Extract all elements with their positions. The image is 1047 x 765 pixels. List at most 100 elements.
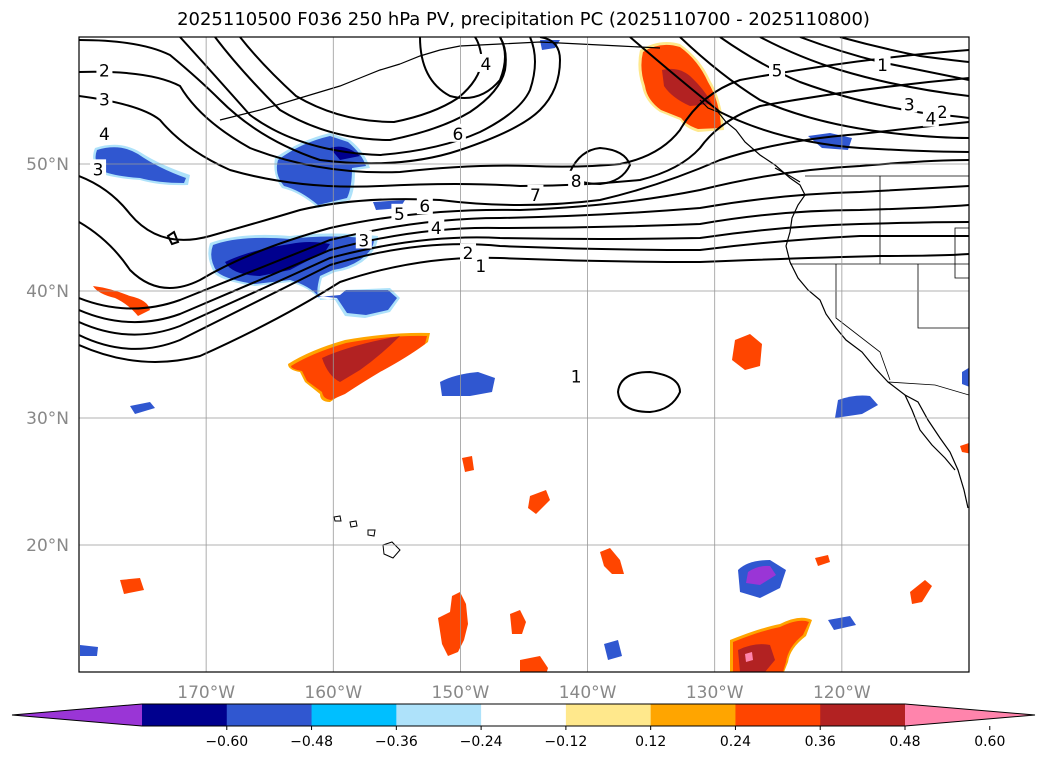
precip-area (910, 580, 932, 604)
precip-area (835, 395, 878, 418)
pv-contour (166, 230, 180, 246)
precip-area (746, 565, 776, 585)
pv-contour-label: 8 (571, 172, 582, 192)
pv-label-background (769, 60, 786, 79)
pv-contour-label: 3 (904, 96, 915, 116)
pv-label-background (901, 94, 918, 113)
mexico-border (887, 381, 969, 396)
precip-area (815, 555, 830, 566)
pv-contour-label: 4 (99, 125, 110, 145)
pv-contour-label: 4 (431, 219, 442, 239)
north-america-coast (699, 99, 969, 509)
pv-contour-label: 2 (463, 244, 474, 264)
pv-contour (79, 204, 969, 324)
longitude-label: 150°W (432, 683, 490, 703)
colorbar-segment (311, 704, 397, 726)
pv-label-background (416, 196, 433, 215)
state-border (917, 264, 969, 329)
longitude-label: 170°W (177, 683, 235, 703)
pv-label-background (96, 89, 113, 108)
pv-label-background (527, 184, 544, 203)
pv-contour (79, 49, 969, 174)
pv-contour-label: 4 (480, 55, 491, 75)
hawaiian-islands (333, 515, 401, 559)
pv-contour (79, 253, 969, 363)
colorbar-tick-label: 0.24 (720, 734, 751, 750)
pv-contour (79, 159, 969, 289)
colorbar-extend-high (905, 704, 1035, 726)
pv-contour (79, 221, 969, 336)
baja-california-coast (904, 394, 956, 471)
longitude-labels: 170°W 160°W 150°W 140°W 130°W 120°W (177, 683, 871, 703)
pv-contour (839, 37, 969, 63)
state-border (954, 227, 969, 279)
longitude-label: 160°W (304, 683, 362, 703)
pv-contour-label: 3 (93, 160, 104, 180)
pv-contour-label: 5 (394, 205, 405, 225)
colorbar-tick-label: 0.60 (974, 734, 1005, 750)
pv-contour-label: 6 (452, 125, 463, 145)
precip-area (600, 548, 624, 574)
pv-label-background (568, 170, 585, 189)
pv-label-background (96, 123, 113, 142)
precip-area (462, 456, 474, 472)
maui-island (367, 529, 376, 537)
latitude-label: 50°N (26, 155, 69, 175)
precip-area (95, 147, 186, 183)
colorbar-segment (481, 704, 567, 726)
pv-contour (79, 37, 562, 165)
longitude-label: 140°W (559, 683, 617, 703)
longitude-label: 120°W (813, 683, 871, 703)
pv-contour-label: 7 (530, 186, 541, 206)
precip-area (120, 578, 144, 594)
colorbar-tick-label: −0.12 (544, 734, 587, 750)
pv-label-background (477, 53, 494, 72)
pv-contour (629, 37, 969, 153)
precip-area (80, 645, 98, 656)
longitude-label: 130°W (686, 683, 744, 703)
pv-contours (79, 37, 969, 414)
pv-contour (179, 37, 536, 157)
oahu-island (349, 520, 358, 528)
map-title: 2025110500 F036 250 hPa PV, precipitatio… (177, 9, 870, 30)
colorbar-tick-label: 0.36 (805, 734, 836, 750)
pv-contour-label: 3 (99, 91, 110, 111)
colorbar-segment (820, 704, 906, 726)
colorbar-segment (226, 704, 313, 726)
colorbar-segment (735, 704, 821, 726)
pv-contour (214, 37, 507, 142)
colorbar-tick-label: 0.48 (889, 734, 920, 750)
pv-contour-label: 5 (772, 61, 783, 81)
pv-label-background (568, 366, 585, 385)
alaska-coast (399, 41, 661, 65)
precip-area (322, 336, 400, 382)
colorbar-tick-label: −0.36 (375, 734, 418, 750)
pv-label-background (90, 159, 107, 178)
pv-contour-label: 1 (877, 56, 888, 76)
pv-contour (616, 370, 682, 414)
pv-contour (79, 185, 969, 310)
precip-area (960, 443, 969, 454)
precip-positive-shading (93, 42, 969, 672)
pv-contour-label: 4 (925, 110, 936, 130)
pv-label-background (922, 108, 939, 127)
colorbar-outline (11, 703, 1036, 727)
colorbar-extend-low (12, 704, 142, 726)
precip-area (662, 68, 712, 106)
colorbar-tick-label: −0.24 (460, 734, 503, 750)
map-panel (79, 37, 969, 672)
aleutian-islands (219, 63, 401, 121)
pv-contour (759, 37, 969, 97)
colorbar (11, 703, 1036, 727)
precip-area (440, 372, 495, 396)
colorbar-tick-label: 0.12 (635, 734, 666, 750)
pv-label-background (355, 230, 372, 249)
precip-area (528, 490, 550, 514)
map-frame (78, 36, 970, 673)
latitude-label: 20°N (26, 536, 69, 556)
precip-area (738, 644, 775, 672)
pv-contour-label: 2 (99, 61, 110, 81)
pv-contour-label: 3 (358, 231, 369, 251)
